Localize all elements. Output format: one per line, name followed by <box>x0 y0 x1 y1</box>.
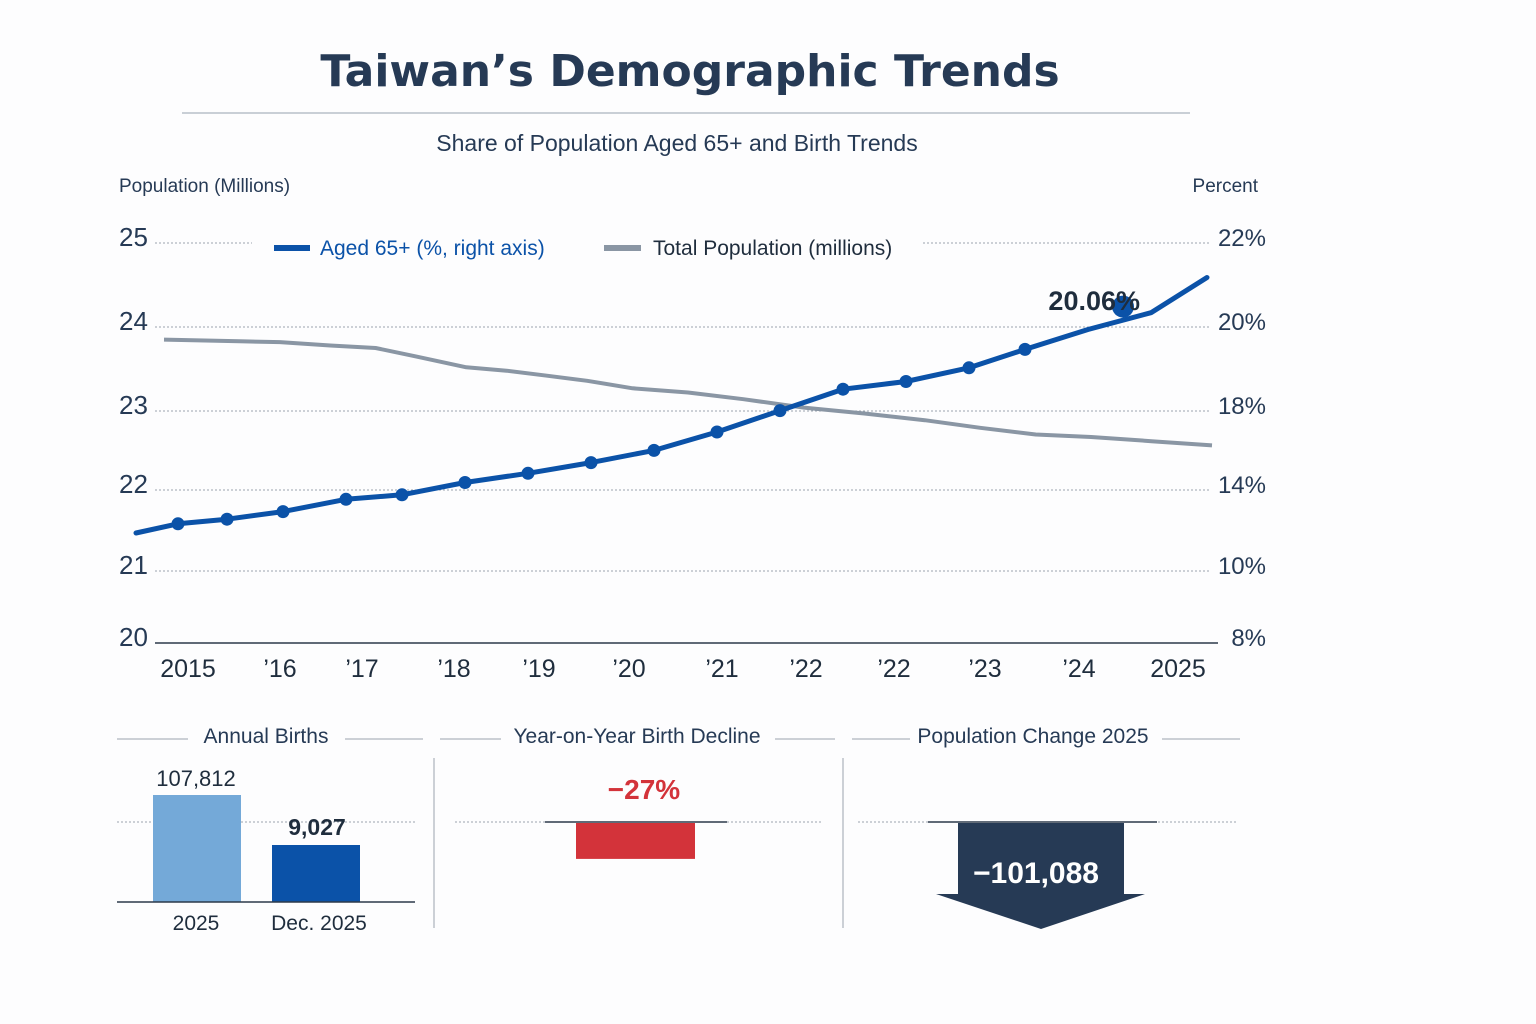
data-point-aged-65 <box>220 512 234 526</box>
x-tick-label: ’24 <box>1062 655 1095 683</box>
bar-births-2025 <box>153 795 241 902</box>
x-tick-label: 2025 <box>1150 655 1206 683</box>
population-change-value: −101,088 <box>973 857 1099 890</box>
x-tick-label: 2015 <box>160 655 216 683</box>
left-tick-label: 20 <box>119 622 148 652</box>
population-change-arrow <box>936 823 1145 929</box>
legend-label-aged: Aged 65+ (%, right axis) <box>320 237 545 260</box>
data-point-aged-65 <box>962 361 976 375</box>
x-tick-label: ’22 <box>789 655 822 683</box>
panel-annual-births: Annual Births 107,812 9,027 2025 Dec. 20… <box>117 725 423 935</box>
right-axis-title: Percent <box>1193 176 1259 197</box>
x-tick-label: ’19 <box>522 655 555 683</box>
right-tick-label: 20% <box>1218 309 1266 336</box>
bar-value-label: 9,027 <box>288 814 346 840</box>
series-lines <box>133 275 1213 536</box>
legend-label-population: Total Population (millions) <box>653 237 892 260</box>
data-point-aged-65 <box>773 404 787 418</box>
decline-value-label: −27% <box>608 774 680 805</box>
left-tick-label: 24 <box>119 306 148 336</box>
left-axis-ticks: 25 24 23 22 21 20 <box>119 222 148 652</box>
chart-subtitle: Share of Population Aged 65+ and Birth T… <box>436 130 917 156</box>
bar-category-label: Dec. 2025 <box>271 912 367 935</box>
x-tick-label: ’21 <box>705 655 738 683</box>
x-axis-ticks: 2015 ’16 ’17 ’18 ’19 ’20 ’21 ’22 ’22 ’23 ’24 2025 <box>160 655 1206 683</box>
data-point-aged-65 <box>584 456 598 470</box>
legend-background <box>252 226 922 270</box>
right-tick-label: 18% <box>1218 393 1266 420</box>
series-line-population <box>163 337 1213 448</box>
data-point-aged-65 <box>836 382 850 396</box>
data-point-aged-65 <box>171 517 185 531</box>
data-point-latest <box>1112 295 1134 318</box>
right-tick-label: 14% <box>1218 472 1266 499</box>
x-tick-label: ’23 <box>968 655 1001 683</box>
data-point-aged-65 <box>276 505 290 519</box>
right-tick-label: 22% <box>1218 225 1266 252</box>
right-axis-ticks: 22% 20% 18% 14% 10% 8% <box>1218 225 1266 652</box>
data-point-aged-65 <box>521 466 535 480</box>
left-tick-label: 22 <box>119 469 148 499</box>
data-point-aged-65 <box>899 375 913 388</box>
latest-value-label: 20.06% <box>1048 286 1140 316</box>
right-tick-label: 10% <box>1218 553 1266 580</box>
data-point-aged-65 <box>647 443 661 457</box>
data-point-aged-65 <box>339 492 353 506</box>
series-line-aged-65 <box>133 275 1210 536</box>
x-tick-label: ’16 <box>263 655 296 683</box>
legend: Aged 65+ (%, right axis) Total Populatio… <box>252 226 922 270</box>
panel-birth-decline: Year-on-Year Birth Decline −27% <box>440 725 835 859</box>
panel-population-change: Population Change 2025 −101,088 <box>852 725 1240 929</box>
panel-title-annual-births: Annual Births <box>204 725 329 748</box>
x-tick-label: ’22 <box>877 655 910 683</box>
x-tick-label: ’20 <box>612 655 645 683</box>
data-point-aged-65 <box>458 476 472 489</box>
data-point-aged-65 <box>1018 342 1032 356</box>
panel-title-population-change: Population Change 2025 <box>917 725 1148 748</box>
right-tick-label: 8% <box>1231 625 1266 652</box>
panel-title-birth-decline: Year-on-Year Birth Decline <box>513 725 760 748</box>
x-tick-label: ’17 <box>345 655 378 683</box>
left-tick-label: 23 <box>119 390 148 420</box>
x-tick-label: ’18 <box>437 655 470 683</box>
left-tick-label: 21 <box>119 550 148 580</box>
left-tick-label: 25 <box>119 222 148 252</box>
bar-births-dec-2025 <box>272 845 360 902</box>
data-point-aged-65 <box>710 425 724 439</box>
bar-category-label: 2025 <box>173 912 220 935</box>
left-axis-title: Population (Millions) <box>119 176 290 197</box>
bar-value-label: 107,812 <box>156 766 236 791</box>
bar-birth-decline <box>576 823 695 859</box>
data-point-aged-65 <box>395 488 409 502</box>
page-title: Taiwan’s Demographic Trends <box>320 46 1059 97</box>
